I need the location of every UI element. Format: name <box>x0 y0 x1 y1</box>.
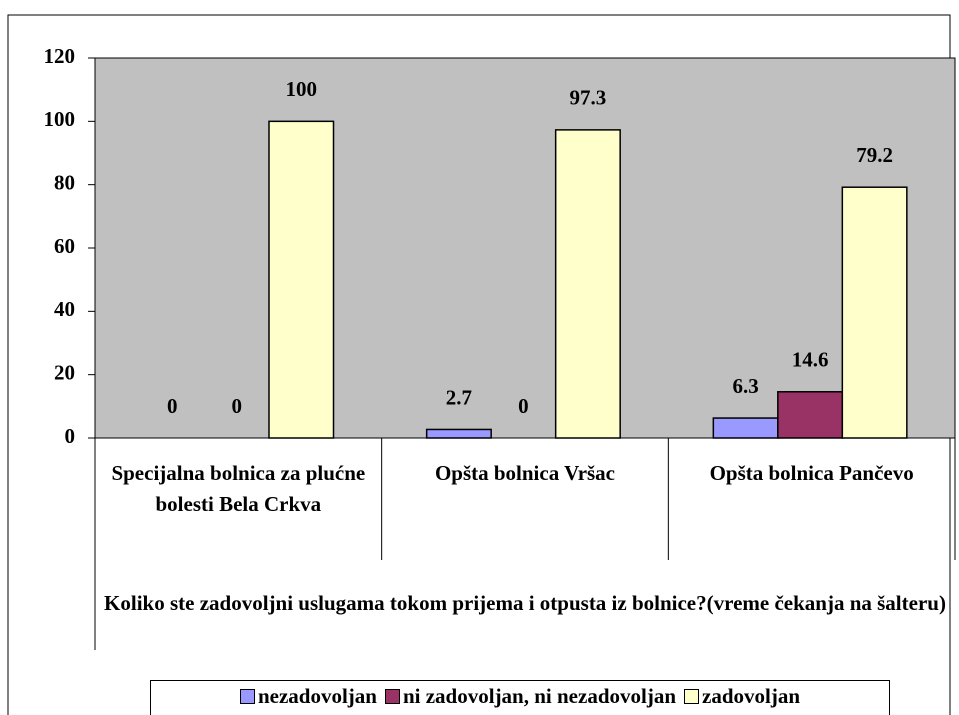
data-label: 14.6 <box>792 348 829 372</box>
y-tick-label: 40 <box>54 297 75 321</box>
legend-item: ni zadovoljan, ni nezadovoljan <box>384 684 677 709</box>
y-tick-label: 80 <box>54 170 75 194</box>
plot-area <box>94 57 956 439</box>
legend-swatch <box>239 689 255 704</box>
legend: nezadovoljan ni zadovoljan, ni nezadovolj… <box>150 680 890 715</box>
x-axis-title: Koliko ste zadovoljni uslugama tokom pri… <box>104 591 946 615</box>
y-tick-label: 20 <box>54 360 75 384</box>
data-label: 0 <box>232 394 243 418</box>
data-label: 100 <box>286 77 318 101</box>
bar <box>712 417 779 439</box>
data-label: 0 <box>518 394 529 418</box>
x-tick-label: Specijalna bolnica za plućne bolesti Bel… <box>111 461 366 516</box>
data-label: 79.2 <box>856 143 893 167</box>
legend-label: ni zadovoljan, ni nezadovoljan <box>402 684 677 708</box>
y-tick-label: 0 <box>65 424 76 448</box>
data-label: 97.3 <box>570 86 607 110</box>
data-label: 6.3 <box>732 374 758 398</box>
legend-label: zadovoljan <box>702 684 801 708</box>
legend-item: zadovoljan <box>684 684 800 709</box>
y-tick-label: 100 <box>44 107 76 131</box>
bar <box>268 120 335 439</box>
bar <box>425 428 492 439</box>
data-label: 0 <box>167 394 178 418</box>
bar <box>554 129 621 439</box>
x-tick-label: Opšta bolnica Vršac <box>434 461 616 485</box>
legend-swatch <box>684 689 700 704</box>
x-tick-label: Opšta bolnica Pančevo <box>709 461 914 485</box>
legend-item: nezadovoljan <box>239 684 377 709</box>
y-tick-label: 120 <box>44 44 76 68</box>
legend-label: nezadovoljan <box>257 684 377 708</box>
legend-swatch <box>384 689 400 704</box>
bar <box>777 391 844 439</box>
data-label: 2.7 <box>446 385 472 409</box>
bar <box>841 186 908 439</box>
y-tick-label: 60 <box>54 234 75 258</box>
